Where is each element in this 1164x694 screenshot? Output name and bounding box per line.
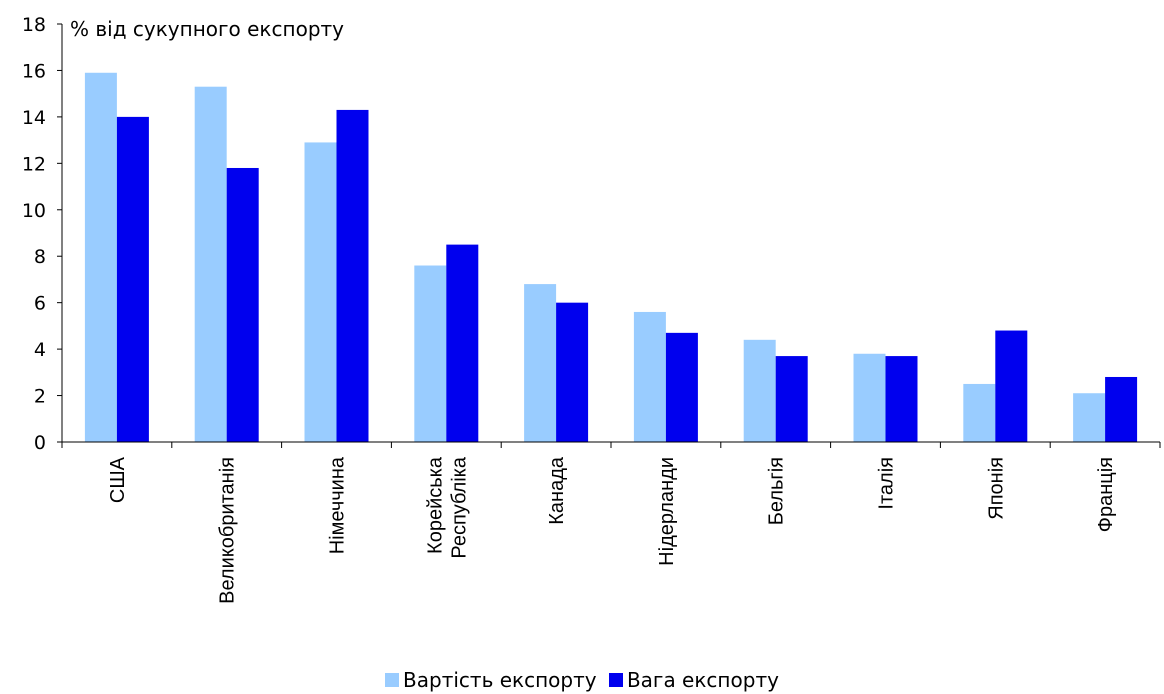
x-category-label-4: Канада [546, 456, 568, 525]
bar-value-3 [414, 265, 447, 442]
y-tick-label-2: 4 [34, 339, 46, 361]
y-tick-label-5: 10 [22, 200, 46, 222]
legend-label-weight: Вага експорту [626, 668, 779, 692]
bar-value-1 [194, 86, 227, 442]
y-tick-label-1: 2 [34, 386, 46, 408]
bar-weight-1 [226, 167, 259, 442]
y-tick-label-9: 18 [22, 14, 46, 36]
x-category-label-9: Франція [1095, 457, 1117, 532]
bar-weight-5 [665, 332, 698, 442]
y-axis-label: % від сукупного експорту [70, 17, 344, 41]
bar-weight-3 [446, 244, 479, 442]
bar-value-4 [524, 284, 557, 442]
bar-value-9 [1073, 393, 1106, 442]
x-category-label-3: Корейська Республіка [424, 456, 470, 558]
y-tick-label-3: 6 [34, 293, 46, 315]
x-category-label-6: Бельгія [766, 457, 788, 525]
bar-weight-7 [885, 356, 918, 442]
legend-label-value: Вартість експорту [403, 668, 597, 692]
x-category-label-2: Німеччина [327, 456, 349, 554]
bar-value-7 [853, 353, 886, 442]
bar-value-6 [743, 339, 776, 442]
legend-item-value: Вартість експорту [385, 668, 597, 692]
bar-weight-0 [116, 116, 149, 442]
y-tick-label-6: 12 [22, 153, 46, 175]
legend: Вартість експорту Вага експорту [0, 668, 1164, 692]
bar-weight-9 [1105, 376, 1138, 442]
bar-value-5 [633, 311, 666, 442]
bar-weight-2 [336, 109, 369, 442]
x-category-label-5: Нідерланди [656, 457, 678, 566]
y-tick-label-7: 14 [22, 107, 46, 129]
y-tick-label-0: 0 [34, 432, 46, 454]
bar-value-8 [963, 383, 996, 442]
bar-weight-6 [775, 356, 808, 442]
x-category-label-0: США [107, 456, 129, 503]
y-tick-label-4: 8 [34, 246, 46, 268]
y-tick-label-8: 16 [22, 60, 46, 82]
x-category-label-8: Японія [985, 457, 1007, 520]
bar-weight-4 [556, 302, 589, 442]
legend-swatch-weight [608, 673, 623, 687]
bar-value-2 [304, 142, 337, 442]
legend-swatch-value [385, 673, 400, 687]
bar-weight-8 [995, 330, 1028, 442]
legend-item-weight: Вага експорту [608, 668, 779, 692]
bar-value-0 [84, 72, 117, 443]
x-category-label-7: Італія [876, 457, 898, 510]
x-category-label-1: Великобританія [217, 457, 239, 604]
